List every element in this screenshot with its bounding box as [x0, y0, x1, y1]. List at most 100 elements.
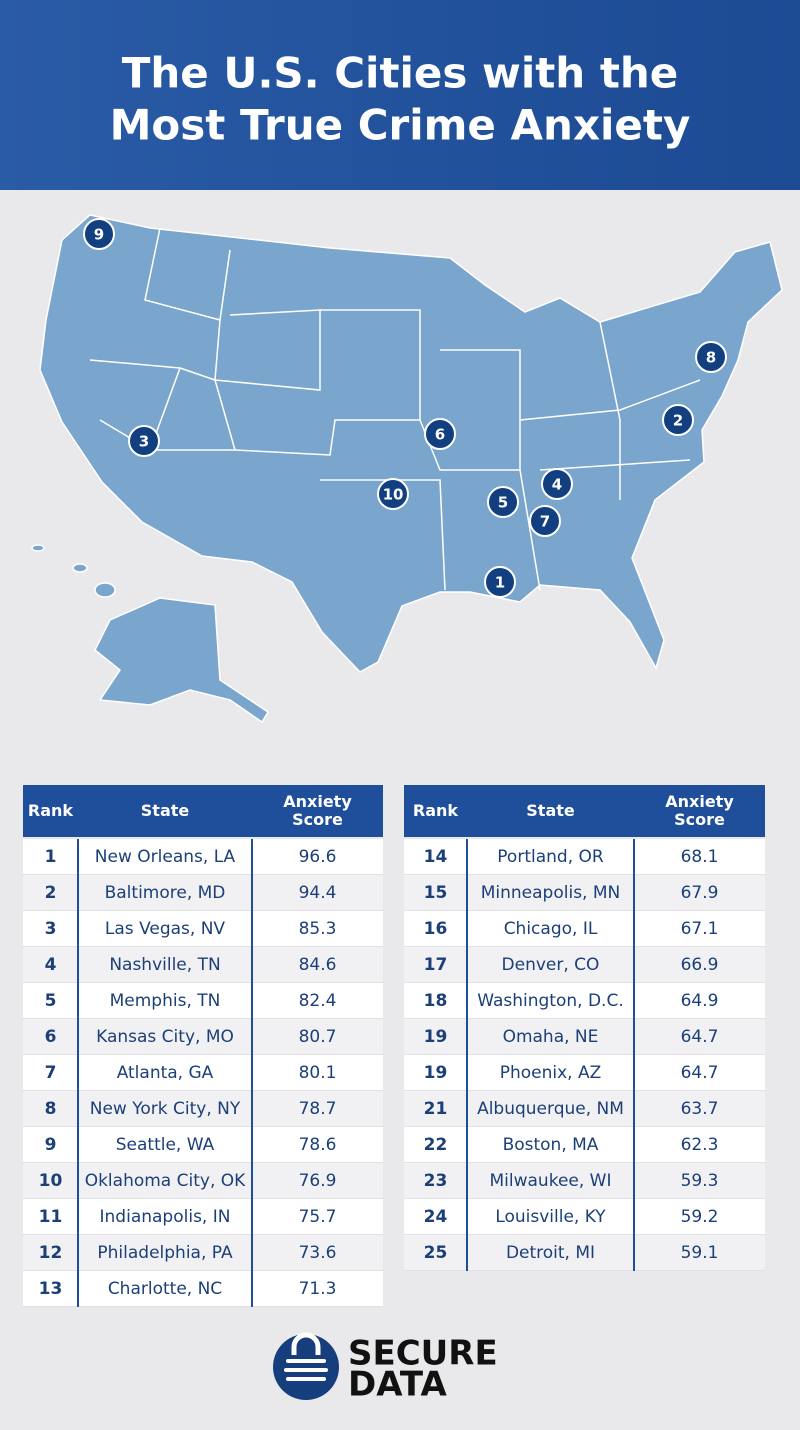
marker — [83, 218, 115, 250]
marker — [377, 478, 409, 510]
table-row — [23, 1199, 383, 1235]
rank-cell: 22 — [423, 1135, 448, 1155]
marker-label: 7 — [540, 513, 550, 531]
table-row — [404, 1235, 765, 1271]
title-line: The U.S. Cities with the — [122, 49, 679, 98]
city-cell: Indianapolis, IN — [99, 1207, 231, 1227]
table-row — [404, 1163, 765, 1199]
city-cell: Detroit, MI — [505, 1243, 596, 1263]
city-cell: Phoenix, AZ — [499, 1063, 602, 1083]
city-cell: Washington, D.C. — [477, 991, 624, 1011]
marker — [484, 566, 516, 598]
rank-cell: 16 — [423, 919, 448, 939]
column-header: Rank — [27, 801, 74, 820]
table-row — [23, 1127, 383, 1163]
table-row — [23, 1271, 383, 1307]
rank-cell: 8 — [44, 1099, 57, 1119]
column-divider — [77, 839, 79, 1307]
hawaii — [94, 582, 116, 598]
marker — [424, 418, 456, 450]
state-borders — [89, 227, 701, 591]
city-cell: New Orleans, LA — [94, 847, 236, 867]
column-divider — [466, 839, 468, 1271]
column-header: State — [140, 801, 190, 820]
table-row — [23, 875, 383, 911]
table-row — [23, 983, 383, 1019]
marker-label: 9 — [94, 226, 104, 244]
logo-text: SECURE — [348, 1334, 498, 1374]
us-map — [31, 214, 783, 724]
marker-label: 3 — [139, 433, 149, 451]
city-cell: Omaha, NE — [502, 1027, 599, 1047]
alaska — [94, 597, 270, 724]
rank-cell: 19 — [423, 1027, 448, 1047]
city-cell: Albuquerque, NM — [477, 1099, 624, 1119]
score-cell: 85.3 — [298, 919, 337, 939]
table-row — [23, 1019, 383, 1055]
rank-cell: 10 — [38, 1171, 63, 1191]
logo-bars — [284, 1359, 328, 1381]
score-cell: 94.4 — [298, 883, 337, 903]
rank-cell: 11 — [38, 1207, 63, 1227]
marker — [487, 486, 519, 518]
city-cell: Memphis, TN — [109, 991, 221, 1011]
score-cell: 80.1 — [298, 1063, 337, 1083]
score-cell: 66.9 — [680, 955, 719, 975]
rank-cell: 9 — [44, 1135, 57, 1155]
contiguous-us — [39, 214, 783, 673]
table-header-bg — [23, 785, 383, 837]
score-cell: 63.7 — [680, 1099, 719, 1119]
score-cell: 82.4 — [298, 991, 337, 1011]
score-cell: 67.1 — [680, 919, 719, 939]
rank-cell: 13 — [38, 1279, 63, 1299]
city-cell: Philadelphia, PA — [97, 1243, 233, 1263]
marker-label: 8 — [706, 349, 716, 367]
column-divider — [251, 839, 253, 1307]
score-cell: 78.6 — [298, 1135, 337, 1155]
city-cell: Louisville, KY — [495, 1207, 606, 1227]
rank-cell: 2 — [44, 883, 57, 903]
score-cell: 76.9 — [298, 1171, 337, 1191]
city-cell: Milwaukee, WI — [489, 1171, 612, 1191]
table-row — [404, 875, 765, 911]
logo-shackle — [291, 1332, 321, 1355]
rank-cell: 1 — [44, 847, 57, 867]
table-row — [23, 947, 383, 983]
rank-cell: 6 — [44, 1027, 57, 1047]
column-header: Anxiety Score — [665, 792, 734, 829]
rank-cell: 23 — [423, 1171, 448, 1191]
table-row — [404, 983, 765, 1019]
table-row — [404, 1091, 765, 1127]
table-row — [23, 1055, 383, 1091]
marker — [662, 404, 694, 436]
table-row — [404, 839, 765, 875]
marker — [529, 505, 561, 537]
score-cell: 78.7 — [298, 1099, 337, 1119]
city-cell: Portland, OR — [497, 847, 604, 867]
rank-cell: 7 — [44, 1063, 57, 1083]
table-row — [404, 911, 765, 947]
table-row — [404, 1127, 765, 1163]
table-row — [23, 839, 383, 875]
score-cell: 64.7 — [680, 1063, 719, 1083]
hawaii — [31, 544, 45, 552]
logo-icon — [273, 1334, 339, 1400]
table-row — [23, 1163, 383, 1199]
city-cell: Nashville, TN — [109, 955, 221, 975]
score-cell: 59.3 — [680, 1171, 719, 1191]
marker — [128, 425, 160, 457]
score-cell: 62.3 — [680, 1135, 719, 1155]
city-cell: Kansas City, MO — [96, 1027, 234, 1047]
marker-label: 4 — [552, 476, 562, 494]
score-cell: 80.7 — [298, 1027, 337, 1047]
marker-label: 6 — [435, 426, 445, 444]
score-cell: 59.1 — [680, 1243, 719, 1263]
marker-label: 1 — [495, 574, 505, 592]
column-divider — [633, 839, 635, 1271]
rank-cell: 18 — [423, 991, 448, 1011]
table-row — [23, 911, 383, 947]
rank-cell: 4 — [44, 955, 57, 975]
rank-cell: 15 — [423, 883, 448, 903]
city-cell: Charlotte, NC — [107, 1279, 223, 1299]
